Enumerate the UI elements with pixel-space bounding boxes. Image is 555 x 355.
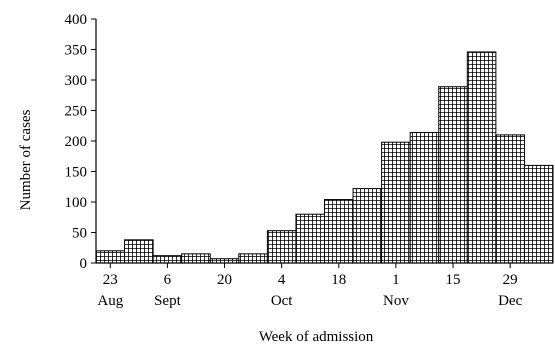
x-tick-label-month: Oct bbox=[271, 293, 293, 309]
y-tick-label: 200 bbox=[65, 134, 88, 150]
y-tick-label: 350 bbox=[65, 43, 88, 59]
bar-6-dec bbox=[523, 164, 554, 264]
y-tick-label: 300 bbox=[65, 73, 88, 89]
y-tick-label: 400 bbox=[65, 12, 88, 28]
y-tick-label: 100 bbox=[65, 195, 88, 211]
x-axis-label: Week of admission bbox=[259, 329, 374, 345]
x-tick-label-day: 20 bbox=[217, 272, 232, 288]
y-tick-label: 0 bbox=[80, 256, 88, 272]
bar-6-sept bbox=[152, 255, 183, 264]
bar-series bbox=[95, 51, 554, 264]
bar-25-oct bbox=[352, 188, 383, 264]
y-tick-label: 150 bbox=[65, 165, 88, 181]
x-tick-label-day: 1 bbox=[392, 272, 400, 288]
y-tick-label: 250 bbox=[65, 104, 88, 120]
bar-18-oct bbox=[324, 199, 354, 264]
bar-11-oct bbox=[295, 213, 326, 264]
bar-8-nov bbox=[409, 131, 440, 264]
bar-22-nov bbox=[466, 51, 497, 264]
y-tick-label: 50 bbox=[72, 226, 87, 242]
x-tick-label-day: 15 bbox=[446, 272, 461, 288]
bar-1-nov bbox=[381, 141, 411, 264]
x-tick-label-day: 23 bbox=[103, 272, 118, 288]
x-axis-ticks: 23 Aug 6 Sept 20 4 Oct 18 1 Nov 15 29 Dec bbox=[97, 263, 523, 309]
bar-20-sept bbox=[209, 258, 240, 264]
x-tick-label-day: 6 bbox=[164, 272, 172, 288]
x-tick-label-day: 4 bbox=[278, 272, 286, 288]
x-tick-label-day: 18 bbox=[331, 272, 346, 288]
x-tick-label-month: Nov bbox=[383, 293, 409, 309]
bar-23-aug bbox=[95, 250, 126, 264]
bar-15-nov bbox=[438, 86, 468, 264]
x-tick-label-month: Sept bbox=[154, 293, 182, 309]
bar-27-sept bbox=[238, 253, 268, 264]
bar-13-sept bbox=[181, 253, 211, 264]
bar-29-nov bbox=[495, 134, 525, 264]
y-axis-ticks: 0 50 100 150 200 250 300 350 400 bbox=[65, 12, 96, 272]
bar-4-oct bbox=[266, 230, 297, 264]
x-tick-label-month: Aug bbox=[97, 293, 123, 309]
y-axis-label: Number of cases bbox=[18, 109, 34, 210]
x-tick-label-day: 29 bbox=[503, 272, 518, 288]
bar-30-aug bbox=[124, 239, 154, 264]
x-tick-label-month: Dec bbox=[498, 293, 522, 309]
